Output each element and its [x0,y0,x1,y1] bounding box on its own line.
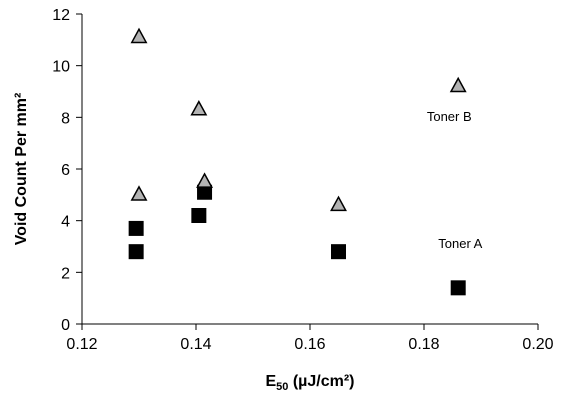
series-toner-a [128,184,466,296]
annotation-toner-b: Toner B [427,109,472,124]
x-tick-label: 0.16 [294,336,325,353]
y-tick-label: 10 [52,59,70,76]
y-tick-label: 0 [61,317,70,334]
x-tick-label: 0.14 [180,336,211,353]
triangle-marker-point [190,100,208,116]
series-toner-b [130,27,467,212]
y-tick-label: 8 [61,110,70,127]
x-axis-title-base: E [265,373,276,390]
y-tick-label: 2 [61,265,70,282]
ticks: 0.12 0.14 0.16 0.18 0.20 0 2 4 6 8 10 12 [52,7,553,353]
x-tick-label: 0.12 [66,336,97,353]
triangle-marker-point [196,172,214,188]
x-tick-label: 0.18 [408,336,439,353]
triangle-marker-point [130,185,148,201]
square-marker-point [191,208,207,223]
x-tick-label: 0.20 [522,336,553,353]
square-marker-point [128,220,144,236]
triangle-marker-point [130,27,148,44]
square-marker-point [331,244,346,260]
axes [81,14,538,325]
y-tick-label: 6 [61,162,70,179]
triangle-marker-point [330,195,347,212]
x-axis-title: E50 (µJ/cm²) [265,373,354,393]
square-marker-point [128,244,144,260]
x-axis-title-suffix: (µJ/cm²) [288,373,354,390]
triangle-marker-point [449,76,467,93]
labels: Void Count Per mm² E50 (µJ/cm²) Toner B … [13,93,483,393]
annotation-toner-a: Toner A [438,236,482,251]
y-tick-label: 12 [52,7,70,24]
square-marker-point [450,280,466,296]
x-axis-title-subscript: 50 [276,381,288,393]
y-axis-title: Void Count Per mm² [13,93,30,246]
y-tick-label: 4 [61,214,70,231]
data-points [128,27,467,296]
